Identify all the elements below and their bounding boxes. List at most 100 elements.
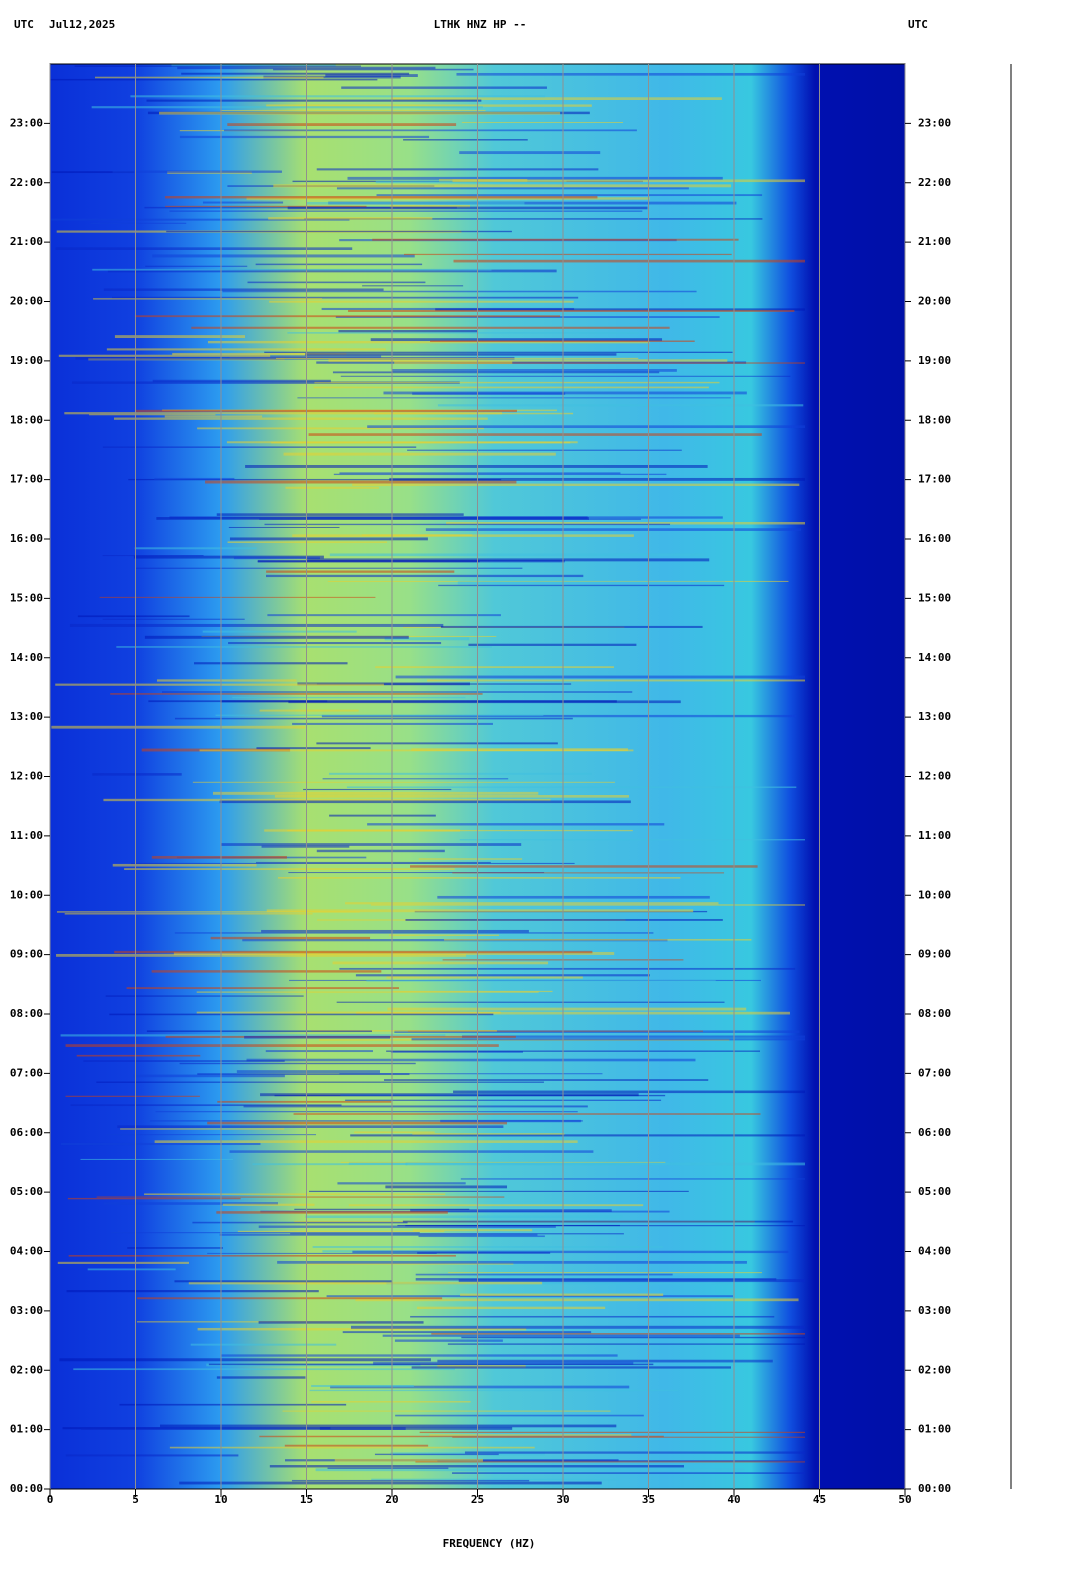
- texture-streak: [255, 861, 491, 864]
- texture-streak: [373, 1361, 634, 1365]
- texture-streak: [311, 1384, 414, 1388]
- texture-streak: [415, 1460, 805, 1463]
- texture-streak: [461, 1035, 805, 1038]
- texture-streak: [311, 1030, 497, 1032]
- texture-streak: [418, 858, 523, 860]
- y-tick-label: 09:00: [918, 948, 951, 961]
- texture-streak: [362, 285, 464, 287]
- texture-streak: [346, 786, 797, 789]
- texture-streak: [215, 714, 544, 716]
- texture-streak: [212, 791, 539, 795]
- texture-streak: [429, 1434, 632, 1436]
- texture-streak: [112, 170, 282, 173]
- texture-streak: [282, 1410, 611, 1412]
- texture-streak: [453, 1090, 805, 1094]
- texture-streak: [316, 742, 558, 745]
- texture-streak: [102, 618, 245, 620]
- y-tick-label: 06:00: [918, 1126, 951, 1139]
- texture-streak: [437, 1359, 773, 1363]
- texture-streak: [438, 584, 725, 587]
- texture-streak: [327, 1467, 449, 1469]
- texture-streak: [361, 534, 473, 537]
- y-tick-label: 10:00: [10, 888, 43, 901]
- y-tick-label: 19:00: [10, 354, 43, 367]
- texture-streak: [333, 473, 667, 476]
- texture-streak: [412, 392, 566, 395]
- texture-streak: [135, 567, 523, 569]
- texture-streak: [155, 1110, 578, 1113]
- texture-streak: [322, 778, 509, 780]
- texture-streak: [56, 953, 467, 957]
- y-tick-label: 20:00: [918, 295, 951, 308]
- texture-streak: [415, 1273, 673, 1276]
- texture-streak: [341, 86, 547, 89]
- texture-streak: [208, 1363, 654, 1366]
- texture-streak: [229, 537, 428, 541]
- texture-streak: [152, 254, 415, 258]
- texture-streak: [370, 338, 663, 342]
- y-tick-label: 00:00: [918, 1482, 951, 1495]
- texture-streak: [106, 1134, 317, 1136]
- texture-streak: [336, 1001, 725, 1003]
- x-tick-label: 45: [813, 1493, 826, 1506]
- texture-streak: [210, 936, 371, 940]
- texture-streak: [348, 1204, 644, 1207]
- texture-streak: [440, 1119, 581, 1123]
- texture-streak: [81, 1427, 406, 1430]
- texture-streak: [266, 909, 694, 913]
- texture-streak: [386, 1050, 761, 1052]
- texture-streak: [407, 449, 682, 451]
- texture-streak: [287, 829, 633, 832]
- texture-streak: [179, 135, 430, 139]
- texture-streak: [316, 683, 572, 685]
- x-tick-label: 35: [642, 1493, 655, 1506]
- y-tick-label: 12:00: [10, 770, 43, 783]
- texture-streak: [332, 371, 660, 374]
- texture-streak: [309, 1389, 679, 1392]
- texture-streak: [222, 290, 697, 293]
- texture-streak: [71, 381, 460, 384]
- texture-streak: [65, 1044, 499, 1047]
- texture-streak: [236, 1070, 380, 1073]
- y-tick-label: 15:00: [10, 591, 43, 604]
- texture-streak: [169, 516, 588, 519]
- texture-streak: [287, 206, 648, 210]
- texture-streak: [151, 970, 382, 973]
- y-tick-label: 08:00: [10, 1007, 43, 1020]
- texture-streak: [339, 472, 621, 475]
- y-tick-label: 22:00: [918, 176, 951, 189]
- texture-streak: [227, 123, 457, 126]
- texture-streak: [89, 414, 216, 416]
- texture-streak: [199, 749, 634, 752]
- texture-streak: [367, 823, 665, 826]
- texture-streak: [103, 288, 384, 291]
- texture-streak: [113, 417, 488, 420]
- y-tick-label: 14:00: [10, 651, 43, 664]
- texture-streak: [137, 1297, 443, 1300]
- texture-streak: [269, 1465, 684, 1468]
- texture-streak: [207, 340, 650, 344]
- texture-streak: [345, 1099, 662, 1101]
- texture-streak: [452, 872, 725, 874]
- y-tick-label: 14:00: [918, 651, 951, 664]
- texture-streak: [192, 781, 615, 783]
- texture-streak: [154, 477, 235, 481]
- texture-streak: [337, 1182, 466, 1185]
- texture-streak: [134, 547, 257, 550]
- texture-streak: [315, 1468, 745, 1472]
- texture-streak: [265, 1050, 373, 1053]
- texture-streak: [196, 1011, 501, 1014]
- texture-streak: [264, 351, 733, 353]
- texture-streak: [265, 574, 584, 578]
- texture-streak: [247, 281, 426, 284]
- texture-streak: [56, 911, 360, 913]
- texture-streak: [329, 814, 436, 817]
- texture-streak: [164, 415, 263, 418]
- texture-streak: [316, 168, 599, 171]
- texture-streak: [342, 1331, 592, 1334]
- texture-streak: [99, 596, 376, 598]
- texture-streak: [418, 1235, 545, 1238]
- texture-streak: [425, 528, 802, 531]
- texture-streak: [461, 121, 623, 123]
- texture-streak: [55, 683, 384, 686]
